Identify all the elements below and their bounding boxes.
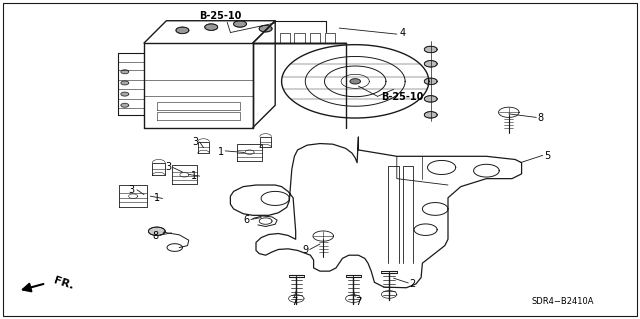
Polygon shape: [424, 46, 437, 53]
Text: SDR4−B2410A: SDR4−B2410A: [532, 297, 595, 306]
Polygon shape: [424, 61, 437, 67]
Text: 4: 4: [400, 28, 406, 39]
Polygon shape: [121, 70, 129, 74]
Text: B-25-10: B-25-10: [200, 11, 242, 21]
Polygon shape: [259, 26, 272, 32]
Polygon shape: [350, 79, 360, 84]
Polygon shape: [205, 24, 218, 30]
Text: 3: 3: [165, 162, 172, 173]
Polygon shape: [148, 227, 165, 235]
Text: FR.: FR.: [52, 275, 75, 291]
Polygon shape: [424, 78, 437, 85]
Text: 2: 2: [410, 279, 416, 289]
Text: 7: 7: [291, 297, 298, 307]
Text: 3: 3: [128, 185, 134, 195]
Text: 1: 1: [191, 171, 197, 181]
Text: 8: 8: [538, 113, 544, 123]
Text: B-25-10: B-25-10: [381, 92, 423, 102]
Polygon shape: [424, 96, 437, 102]
Polygon shape: [176, 27, 189, 33]
Text: 6: 6: [243, 215, 250, 225]
Text: 1: 1: [154, 193, 160, 204]
Polygon shape: [234, 21, 246, 27]
Text: 9: 9: [302, 245, 308, 256]
Text: 5: 5: [544, 151, 550, 161]
Polygon shape: [121, 92, 129, 96]
Text: 7: 7: [355, 297, 362, 307]
Polygon shape: [121, 103, 129, 107]
Text: 8: 8: [152, 231, 159, 241]
Polygon shape: [424, 112, 437, 118]
Text: 1: 1: [218, 146, 224, 157]
Polygon shape: [121, 81, 129, 85]
Text: 3: 3: [192, 137, 198, 147]
